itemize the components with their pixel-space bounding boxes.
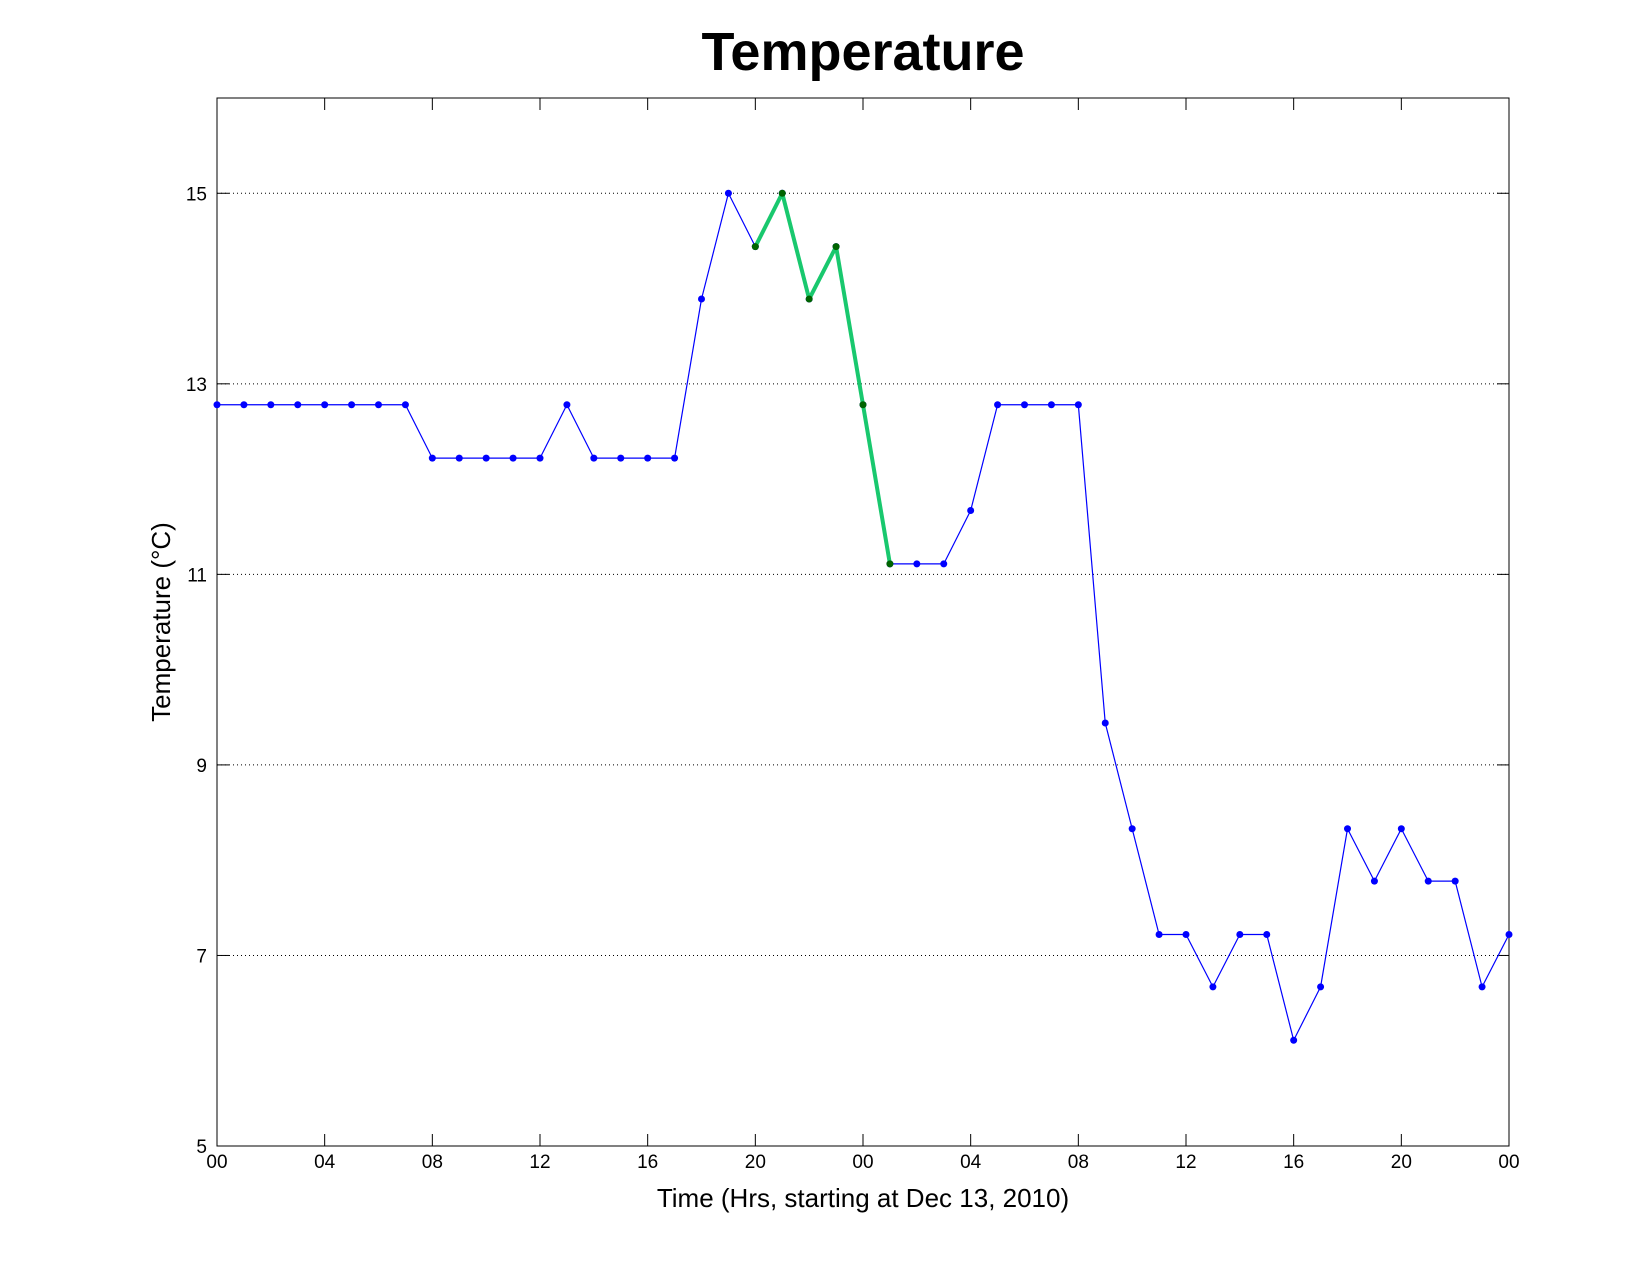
marker <box>1101 719 1109 727</box>
marker <box>1236 930 1244 938</box>
y-axis-label: Temperature (°C) <box>146 522 176 722</box>
marker <box>805 295 813 303</box>
marker <box>751 243 759 251</box>
x-tick-label: 12 <box>529 1152 550 1173</box>
marker <box>967 507 975 515</box>
marker <box>778 189 786 197</box>
marker <box>1317 983 1325 991</box>
marker <box>1047 401 1055 409</box>
marker <box>1263 930 1271 938</box>
marker <box>1290 1036 1298 1044</box>
marker <box>617 454 625 462</box>
marker <box>267 401 275 409</box>
marker <box>1182 930 1190 938</box>
x-tick-label: 00 <box>1498 1152 1519 1173</box>
marker <box>724 189 732 197</box>
marker <box>1128 825 1136 833</box>
plot-area <box>216 97 1510 1147</box>
y-tick-label: 15 <box>186 184 207 205</box>
marker <box>1424 877 1432 885</box>
x-tick-label: 20 <box>745 1152 766 1173</box>
marker <box>671 454 679 462</box>
x-tick-label: 04 <box>960 1152 982 1173</box>
marker <box>1155 930 1163 938</box>
marker <box>994 401 1002 409</box>
marker <box>1209 983 1217 991</box>
marker <box>590 454 598 462</box>
line <box>753 191 892 565</box>
x-tick-label: 04 <box>314 1152 336 1173</box>
x-tick-label: 00 <box>206 1152 227 1173</box>
marker <box>940 560 948 568</box>
marker <box>375 401 382 409</box>
x-axis-label: Time (Hrs, starting at Dec 13, 2010) <box>657 1183 1069 1213</box>
x-tick-label: 16 <box>637 1152 658 1173</box>
x-tick-label: 12 <box>1175 1152 1196 1173</box>
marker <box>832 243 840 251</box>
marker <box>913 560 921 568</box>
marker <box>1370 877 1378 885</box>
marker <box>1397 825 1405 833</box>
marker <box>240 401 248 409</box>
x-tick-label: 20 <box>1391 1152 1412 1173</box>
x-tick-label: 16 <box>1283 1152 1304 1173</box>
marker <box>294 401 302 409</box>
marker <box>428 454 436 462</box>
marker <box>509 454 517 462</box>
marker <box>886 560 894 568</box>
y-tick-label: 13 <box>186 375 207 396</box>
y-tick-label: 9 <box>196 756 207 777</box>
marker <box>698 295 705 303</box>
x-tick-label: 08 <box>422 1152 443 1173</box>
marker <box>1074 401 1082 409</box>
marker <box>1505 930 1513 938</box>
marker <box>536 454 544 462</box>
marker <box>1344 825 1351 833</box>
marker <box>348 401 356 409</box>
marker <box>455 454 463 462</box>
marker <box>1021 401 1028 409</box>
marker <box>563 401 571 409</box>
marker <box>644 454 652 462</box>
y-tick-label: 11 <box>187 565 207 586</box>
y-tick-label: 5 <box>196 1137 207 1158</box>
chart-title: Temperature <box>701 22 1024 82</box>
marker <box>321 401 329 409</box>
marker <box>859 401 867 409</box>
marker <box>1478 983 1486 991</box>
marker <box>482 454 490 462</box>
marker <box>213 401 221 409</box>
marker <box>1451 877 1459 885</box>
marker <box>401 401 409 409</box>
y-tick-label: 7 <box>196 946 207 967</box>
x-tick-label: 00 <box>852 1152 873 1173</box>
x-tick-label: 08 <box>1068 1152 1089 1173</box>
